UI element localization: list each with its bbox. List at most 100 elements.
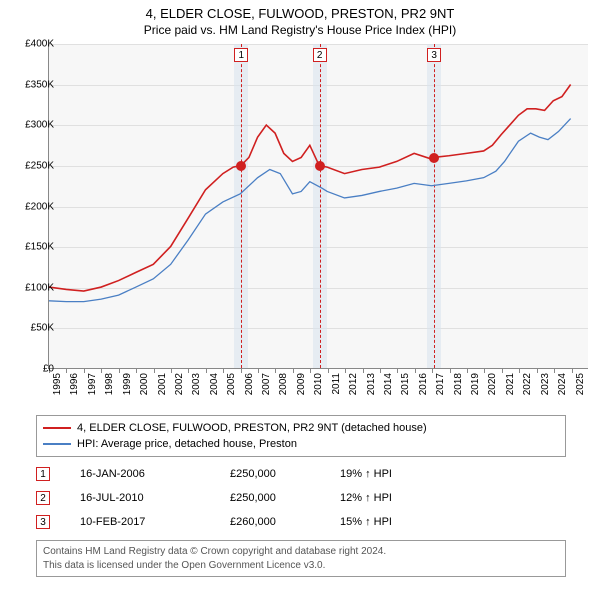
y-axis-label: £150K: [10, 242, 54, 253]
y-axis-label: £400K: [10, 39, 54, 50]
x-axis-label: 1999: [122, 373, 133, 403]
x-tick: [293, 369, 294, 373]
x-axis-label: 2007: [261, 373, 272, 403]
y-axis-label: £350K: [10, 79, 54, 90]
x-axis-label: 2006: [244, 373, 255, 403]
x-axis-label: 1998: [104, 373, 115, 403]
x-axis-label: 2020: [487, 373, 498, 403]
x-axis-label: 2025: [575, 373, 586, 403]
x-axis-label: 2016: [418, 373, 429, 403]
x-tick: [310, 369, 311, 373]
x-axis-label: 2004: [209, 373, 220, 403]
sale-point: [315, 161, 325, 171]
sales-row: 2 16-JUL-2010£250,00012% ↑ HPI: [36, 486, 450, 510]
series-line: [49, 84, 571, 291]
x-axis-label: 1997: [87, 373, 98, 403]
sales-row-number: 2: [36, 491, 50, 505]
x-tick: [188, 369, 189, 373]
x-tick: [467, 369, 468, 373]
y-axis-label: £300K: [10, 120, 54, 131]
x-tick: [415, 369, 416, 373]
chart-lines: [49, 44, 588, 368]
x-tick: [101, 369, 102, 373]
chart-plot-area: 123: [48, 44, 588, 369]
sales-row: 3 10-FEB-2017£260,00015% ↑ HPI: [36, 510, 450, 534]
x-axis-label: 2013: [366, 373, 377, 403]
sale-point: [429, 153, 439, 163]
x-axis-label: 2019: [470, 373, 481, 403]
sales-row-hpi: 15% ↑ HPI: [340, 516, 450, 528]
y-axis-label: £100K: [10, 282, 54, 293]
x-axis-label: 2001: [157, 373, 168, 403]
x-tick: [380, 369, 381, 373]
legend-label: HPI: Average price, detached house, Pres…: [77, 438, 297, 450]
x-tick: [275, 369, 276, 373]
sales-row-hpi: 12% ↑ HPI: [340, 492, 450, 504]
x-axis-label: 2015: [400, 373, 411, 403]
x-axis-label: 2017: [435, 373, 446, 403]
x-tick: [328, 369, 329, 373]
x-axis-label: 2011: [331, 373, 342, 403]
sales-row-date: 10-FEB-2017: [80, 516, 230, 528]
x-tick: [84, 369, 85, 373]
sales-row-date: 16-JAN-2006: [80, 468, 230, 480]
sales-row-price: £260,000: [230, 516, 340, 528]
x-axis-label: 2024: [557, 373, 568, 403]
x-axis-label: 2010: [313, 373, 324, 403]
sales-table: 1 16-JAN-2006£250,00019% ↑ HPI 2 16-JUL-201…: [36, 462, 450, 534]
x-tick: [136, 369, 137, 373]
x-tick: [484, 369, 485, 373]
legend-item: HPI: Average price, detached house, Pres…: [43, 436, 559, 452]
y-axis-label: £50K: [10, 323, 54, 334]
sales-row-number: 3: [36, 515, 50, 529]
chart-subtitle: Price paid vs. HM Land Registry's House …: [0, 21, 600, 37]
legend-item: 4, ELDER CLOSE, FULWOOD, PRESTON, PR2 9N…: [43, 420, 559, 436]
y-axis-label: £200K: [10, 201, 54, 212]
x-tick: [519, 369, 520, 373]
legend-swatch: [43, 427, 71, 429]
legend-swatch: [43, 443, 71, 445]
x-tick: [66, 369, 67, 373]
legend: 4, ELDER CLOSE, FULWOOD, PRESTON, PR2 9N…: [36, 415, 566, 457]
sales-row-price: £250,000: [230, 468, 340, 480]
x-tick: [432, 369, 433, 373]
x-axis-label: 1996: [69, 373, 80, 403]
x-axis-label: 2009: [296, 373, 307, 403]
x-axis-label: 2021: [505, 373, 516, 403]
x-tick: [537, 369, 538, 373]
x-tick: [154, 369, 155, 373]
x-tick: [223, 369, 224, 373]
x-axis-label: 2023: [540, 373, 551, 403]
x-tick: [363, 369, 364, 373]
sale-point: [236, 161, 246, 171]
footer-licence: Contains HM Land Registry data © Crown c…: [36, 540, 566, 577]
x-tick: [345, 369, 346, 373]
chart-title: 4, ELDER CLOSE, FULWOOD, PRESTON, PR2 9N…: [0, 0, 600, 21]
x-axis-label: 2014: [383, 373, 394, 403]
sales-row-hpi: 19% ↑ HPI: [340, 468, 450, 480]
x-tick: [258, 369, 259, 373]
footer-line-1: Contains HM Land Registry data © Crown c…: [43, 545, 559, 559]
x-axis-label: 2003: [191, 373, 202, 403]
x-axis-label: 2005: [226, 373, 237, 403]
x-tick: [171, 369, 172, 373]
x-axis-label: 2018: [453, 373, 464, 403]
x-axis-label: 2002: [174, 373, 185, 403]
sales-row-number: 1: [36, 467, 50, 481]
sales-row-date: 16-JUL-2010: [80, 492, 230, 504]
x-tick: [241, 369, 242, 373]
x-tick: [206, 369, 207, 373]
x-tick: [502, 369, 503, 373]
sales-row: 1 16-JAN-2006£250,00019% ↑ HPI: [36, 462, 450, 486]
x-axis-label: 2008: [278, 373, 289, 403]
legend-label: 4, ELDER CLOSE, FULWOOD, PRESTON, PR2 9N…: [77, 422, 427, 434]
sales-row-price: £250,000: [230, 492, 340, 504]
x-tick: [119, 369, 120, 373]
y-axis-label: £250K: [10, 160, 54, 171]
x-axis-label: 1995: [52, 373, 63, 403]
footer-line-2: This data is licensed under the Open Gov…: [43, 559, 559, 573]
x-axis-label: 2000: [139, 373, 150, 403]
x-axis-label: 2022: [522, 373, 533, 403]
x-tick: [450, 369, 451, 373]
x-tick: [554, 369, 555, 373]
